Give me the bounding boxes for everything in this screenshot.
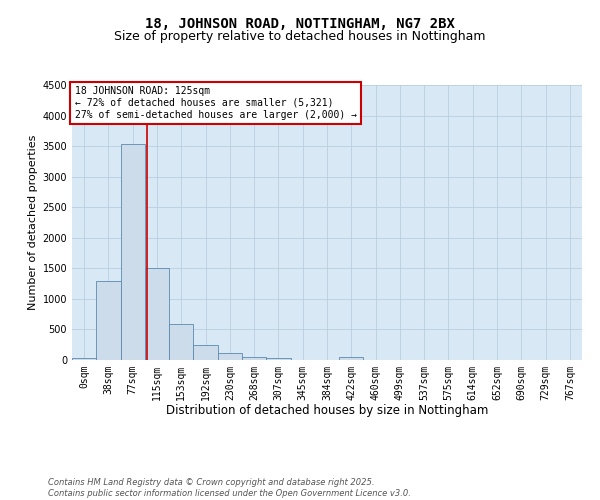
- Bar: [266, 358, 290, 360]
- Text: Contains HM Land Registry data © Crown copyright and database right 2025.
Contai: Contains HM Land Registry data © Crown c…: [48, 478, 411, 498]
- Bar: [121, 144, 145, 360]
- Bar: [72, 358, 96, 360]
- Bar: [193, 345, 218, 360]
- Text: Size of property relative to detached houses in Nottingham: Size of property relative to detached ho…: [114, 30, 486, 43]
- Bar: [242, 356, 266, 360]
- Bar: [145, 268, 169, 360]
- Text: 18, JOHNSON ROAD, NOTTINGHAM, NG7 2BX: 18, JOHNSON ROAD, NOTTINGHAM, NG7 2BX: [145, 18, 455, 32]
- Y-axis label: Number of detached properties: Number of detached properties: [28, 135, 38, 310]
- Bar: [218, 352, 242, 360]
- Bar: [169, 324, 193, 360]
- X-axis label: Distribution of detached houses by size in Nottingham: Distribution of detached houses by size …: [166, 404, 488, 417]
- Bar: [339, 357, 364, 360]
- Bar: [96, 281, 121, 360]
- Text: 18 JOHNSON ROAD: 125sqm
← 72% of detached houses are smaller (5,321)
27% of semi: 18 JOHNSON ROAD: 125sqm ← 72% of detache…: [74, 86, 356, 120]
